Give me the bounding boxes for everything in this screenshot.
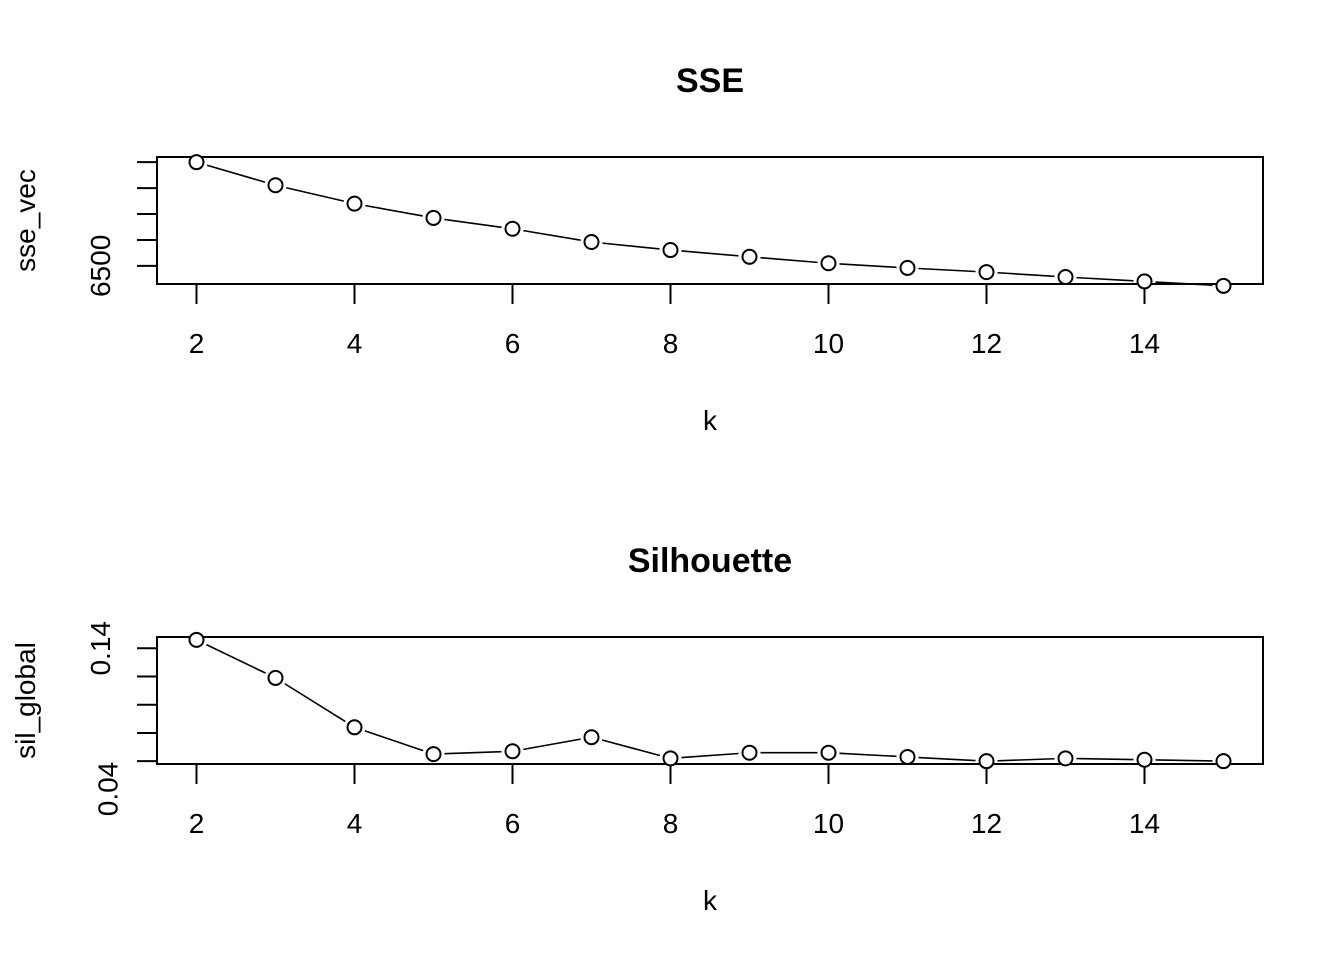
silhouette-xlabel: k xyxy=(703,885,718,916)
sse-data-point xyxy=(978,264,995,281)
sse-data-point xyxy=(346,195,363,212)
sse-panel: SSE k sse_vec 2 4 6 8 10 12 14 6500 xyxy=(10,62,1264,436)
silhouette-x-tick-label: 12 xyxy=(971,808,1002,839)
sse-series-line-segment xyxy=(760,256,818,264)
sse-data-point xyxy=(267,177,284,194)
sse-data-point xyxy=(425,209,442,226)
silhouette-series-line-segment xyxy=(681,752,739,759)
sse-data-point xyxy=(1057,269,1074,286)
sse-data-point xyxy=(1136,273,1153,290)
silhouette-data-point xyxy=(899,748,916,765)
sse-ylabel: sse_vec xyxy=(10,169,41,272)
sse-series-line-segment xyxy=(523,229,581,241)
silhouette-ylabel: sil_global xyxy=(10,642,41,759)
sse-series-line-segment xyxy=(365,204,423,217)
sse-series-line-segment xyxy=(286,186,344,202)
silhouette-x-tick-label: 8 xyxy=(663,808,679,839)
silhouette-data-point xyxy=(978,753,995,770)
silhouette-series-line-segment xyxy=(601,739,661,757)
sse-x-tick-label: 8 xyxy=(663,328,679,359)
silhouette-series-line-segment xyxy=(523,738,581,751)
silhouette-data-point xyxy=(267,669,284,686)
silhouette-series-line-segment xyxy=(444,750,502,755)
silhouette-x-tick-label: 6 xyxy=(505,808,521,839)
sse-x-tick-label: 2 xyxy=(189,328,205,359)
silhouette-x-tick-label: 10 xyxy=(813,808,844,839)
silhouette-plot-frame xyxy=(156,636,1264,765)
silhouette-series-line-segment xyxy=(1155,759,1213,762)
silhouette-series-line-segment xyxy=(997,757,1055,762)
silhouette-y-tick-label: 0.04 xyxy=(92,762,123,817)
silhouette-x-tick-label: 14 xyxy=(1129,808,1160,839)
silhouette-series-line-segment xyxy=(839,752,897,758)
sse-x-tick-label: 14 xyxy=(1129,328,1160,359)
silhouette-y-tick-label: 0.14 xyxy=(85,621,116,676)
sse-y-tick-label: 6500 xyxy=(85,235,116,297)
silhouette-data-point xyxy=(188,631,205,648)
sse-data-point xyxy=(583,234,600,251)
silhouette-data-point xyxy=(1057,750,1074,767)
silhouette-data-point xyxy=(1136,751,1153,768)
sse-title: SSE xyxy=(676,62,744,100)
silhouette-data-point xyxy=(583,729,600,746)
silhouette-data-point xyxy=(662,750,679,767)
silhouette-panel: Silhouette k sil_global 2 4 6 8 10 12 14 0.04 0.… xyxy=(10,542,1264,916)
silhouette-data-point xyxy=(820,744,837,761)
silhouette-series-line-segment xyxy=(364,730,424,752)
silhouette-title: Silhouette xyxy=(628,542,792,580)
silhouette-data-point xyxy=(1215,753,1232,770)
sse-plot-frame xyxy=(156,156,1264,285)
sse-data-point xyxy=(820,255,837,272)
sse-series-line-segment xyxy=(602,242,660,250)
silhouette-series-line-segment xyxy=(206,643,266,674)
silhouette-series-line-segment xyxy=(918,756,976,762)
sse-xlabel: k xyxy=(703,405,718,436)
sse-series-line-segment xyxy=(1155,281,1213,287)
silhouette-x-tick-label: 4 xyxy=(347,808,363,839)
sse-series-line-segment xyxy=(997,271,1055,278)
silhouette-data-point xyxy=(741,744,758,761)
sse-data-point xyxy=(662,242,679,259)
silhouette-series-line-segment xyxy=(284,683,346,723)
silhouette-series-line-segment xyxy=(1076,757,1134,761)
sse-series-line-segment xyxy=(444,218,502,229)
sse-x-tick-label: 12 xyxy=(971,328,1002,359)
sse-series-line-segment xyxy=(839,263,897,269)
sse-x-tick-label: 6 xyxy=(505,328,521,359)
silhouette-data-point xyxy=(504,743,521,760)
silhouette-data-point xyxy=(346,719,363,736)
sse-data-point xyxy=(899,259,916,276)
sse-data-point xyxy=(1215,277,1232,294)
sse-series-line-segment xyxy=(918,267,976,273)
sse-series-line-segment xyxy=(681,250,739,257)
sse-data-point xyxy=(504,220,521,237)
sse-x-tick-label: 10 xyxy=(813,328,844,359)
sse-data-point xyxy=(741,248,758,265)
silhouette-x-tick-label: 2 xyxy=(189,808,205,839)
sse-x-tick-label: 4 xyxy=(347,328,363,359)
sse-series-line-segment xyxy=(1076,276,1134,282)
silhouette-data-point xyxy=(425,746,442,763)
sse-data-point xyxy=(188,154,205,171)
sse-series-line-segment xyxy=(206,164,266,183)
